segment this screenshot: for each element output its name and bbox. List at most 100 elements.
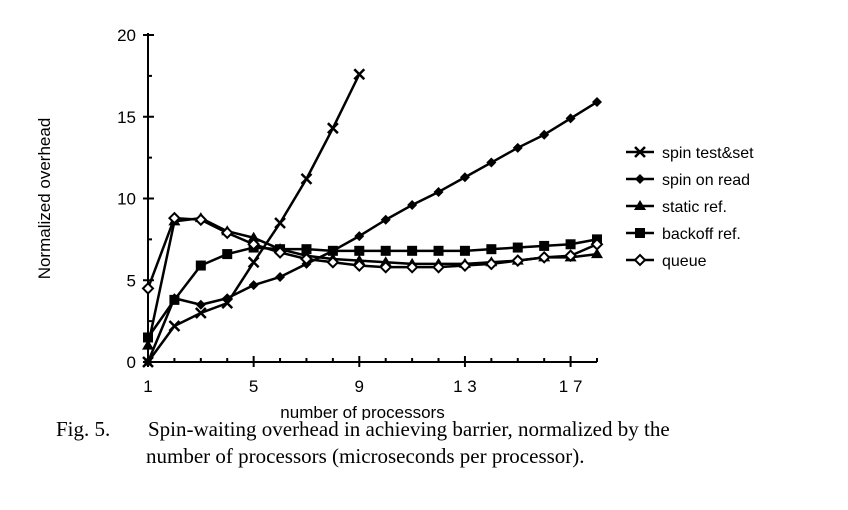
data-point bbox=[512, 242, 523, 253]
data-point bbox=[486, 244, 497, 255]
data-point bbox=[433, 186, 444, 197]
data-point bbox=[301, 244, 312, 255]
data-point bbox=[539, 240, 550, 251]
figure-caption: Fig. 5. Spin-waiting overhead in achievin… bbox=[56, 416, 836, 470]
data-point bbox=[247, 237, 261, 251]
data-point bbox=[590, 237, 604, 251]
caption-line-2: number of processors (microseconds per p… bbox=[146, 444, 585, 468]
data-point bbox=[634, 200, 646, 210]
data-point bbox=[326, 255, 340, 269]
data-point bbox=[633, 253, 647, 267]
data-point bbox=[194, 307, 207, 319]
data-point bbox=[592, 97, 602, 108]
caption-label: Fig. 5. bbox=[56, 417, 111, 441]
data-point bbox=[354, 245, 365, 256]
legend-item: spin test&set bbox=[626, 145, 754, 162]
data-point bbox=[300, 172, 313, 185]
data-point bbox=[300, 252, 313, 266]
data-point bbox=[380, 214, 391, 225]
data-point bbox=[433, 245, 444, 256]
legend-item: queue bbox=[626, 253, 707, 270]
y-tick-label: 0 bbox=[127, 353, 136, 372]
data-point bbox=[565, 113, 576, 124]
data-point bbox=[458, 259, 472, 272]
data-point bbox=[354, 231, 365, 242]
legend: spin test&set spin on read static ref. back… bbox=[626, 145, 754, 270]
legend-label: spin test&set bbox=[662, 145, 754, 162]
data-point bbox=[143, 332, 153, 343]
data-point bbox=[405, 260, 419, 274]
y-tick-label: 15 bbox=[117, 108, 136, 127]
legend-label: spin on read bbox=[662, 172, 750, 189]
x-axis-title: number of processors bbox=[280, 403, 444, 420]
data-point bbox=[459, 172, 470, 183]
data-point bbox=[484, 257, 498, 271]
series-layer bbox=[141, 68, 604, 368]
data-point bbox=[273, 246, 287, 259]
data-point bbox=[537, 250, 551, 264]
y-tick-label: 10 bbox=[117, 190, 136, 209]
y-tick-label: 20 bbox=[117, 26, 136, 45]
data-point bbox=[407, 200, 418, 211]
y-tick-label: 5 bbox=[127, 271, 136, 290]
data-point bbox=[539, 129, 550, 140]
data-point bbox=[352, 259, 366, 272]
data-point bbox=[220, 226, 234, 240]
legend-item: spin on read bbox=[626, 172, 750, 189]
x-tick-label: 1 3 bbox=[453, 377, 477, 396]
x-tick-label: 9 bbox=[355, 377, 364, 396]
data-point bbox=[326, 122, 339, 135]
data-point bbox=[432, 260, 445, 274]
data-point bbox=[459, 245, 470, 256]
data-point bbox=[635, 228, 645, 238]
legend-item: static ref. bbox=[626, 199, 727, 216]
data-point bbox=[168, 320, 181, 332]
data-point bbox=[634, 146, 646, 158]
data-point bbox=[564, 249, 578, 263]
series-3 bbox=[143, 234, 602, 343]
data-point bbox=[194, 213, 208, 227]
data-point bbox=[247, 231, 260, 242]
series-2 bbox=[142, 212, 603, 350]
x-tick-label: 1 bbox=[143, 377, 152, 396]
data-point bbox=[565, 239, 576, 250]
data-point bbox=[222, 249, 233, 260]
data-point bbox=[512, 142, 523, 153]
data-point bbox=[635, 174, 645, 184]
data-point bbox=[143, 357, 153, 367]
y-axis-title: Normalized overhead bbox=[35, 118, 54, 280]
data-point bbox=[327, 245, 338, 256]
data-point bbox=[195, 260, 206, 271]
data-point bbox=[169, 294, 180, 305]
legend-label: queue bbox=[662, 253, 707, 270]
legend-item: backoff ref. bbox=[626, 226, 741, 243]
data-point bbox=[407, 245, 418, 256]
data-point bbox=[141, 282, 155, 295]
data-point bbox=[222, 293, 233, 304]
series-line bbox=[146, 216, 598, 346]
data-point bbox=[511, 254, 525, 268]
data-point bbox=[195, 299, 206, 310]
series-line bbox=[146, 100, 598, 363]
data-point bbox=[379, 260, 393, 274]
data-point bbox=[274, 217, 286, 229]
data-point bbox=[248, 280, 259, 291]
data-point bbox=[380, 245, 391, 256]
x-tick-label: 1 7 bbox=[559, 377, 583, 396]
series-4 bbox=[141, 211, 604, 295]
series-line bbox=[146, 238, 598, 339]
series-1 bbox=[143, 97, 602, 367]
data-point bbox=[486, 157, 497, 168]
caption-line-1: Fig. 5. Spin-waiting overhead in achievin… bbox=[56, 416, 836, 443]
data-point bbox=[247, 256, 260, 269]
caption-text-1: Spin-waiting overhead in achieving barri… bbox=[148, 417, 670, 441]
data-point bbox=[591, 248, 603, 259]
data-point bbox=[353, 68, 366, 81]
data-point bbox=[275, 271, 286, 282]
x-tick-label: 5 bbox=[249, 377, 258, 396]
legend-label: static ref. bbox=[662, 199, 727, 216]
data-point bbox=[142, 339, 154, 350]
legend-label: backoff ref. bbox=[662, 226, 741, 243]
